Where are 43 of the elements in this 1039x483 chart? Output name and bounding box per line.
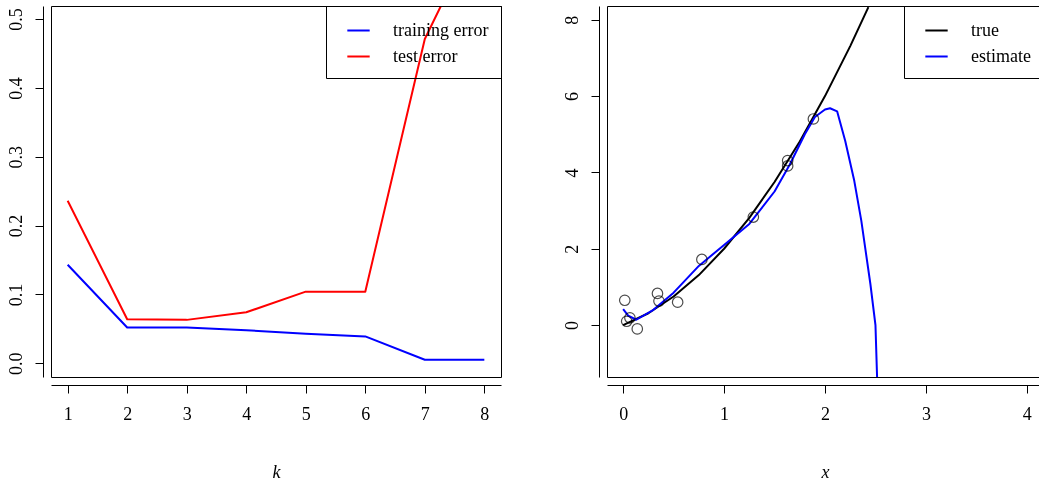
x-tick-label: 1: [63, 403, 73, 424]
point: [631, 323, 644, 335]
y-tick-label: 0: [561, 321, 582, 331]
x-tick-label: 6: [361, 403, 371, 424]
point: [747, 211, 760, 223]
y-tick-label: 0.0: [5, 352, 26, 375]
legend-label: true: [971, 19, 999, 40]
y-tick-label: 6: [561, 92, 582, 102]
y-tick-label: 0.5: [5, 8, 26, 31]
x-tick-label: 3: [921, 403, 931, 424]
point: [781, 154, 794, 167]
point: [696, 253, 708, 266]
point: [620, 315, 633, 328]
x-tick-label: 3: [182, 403, 192, 424]
legend-label: test error: [393, 45, 458, 66]
point: [807, 113, 820, 125]
point: [671, 296, 684, 309]
point: [651, 287, 664, 300]
y-tick-label: 0.4: [5, 77, 26, 100]
x-tick-label: 8: [480, 403, 490, 424]
point: [653, 295, 665, 307]
y-tick-label: 0.2: [5, 214, 26, 238]
x-tick-label: 0: [619, 403, 629, 424]
line-series: [66, 263, 486, 361]
y-tick-label: 4: [561, 168, 582, 178]
point: [618, 294, 631, 307]
x-tick-label: 4: [242, 403, 252, 424]
x-tick-label: 2: [123, 403, 133, 424]
x-tick-label: 1: [720, 403, 730, 424]
y-tick-label: 0.1: [5, 283, 26, 307]
y-tick-label: 2: [561, 244, 582, 254]
y-tick-label: 8: [561, 15, 582, 25]
x-tick-label: 4: [1022, 403, 1032, 424]
legend-label: estimate: [971, 45, 1031, 66]
line-series: [622, 107, 879, 377]
point: [781, 160, 794, 172]
point: [624, 312, 636, 324]
x-axis-title: k: [272, 461, 282, 482]
y-tick-label: 0.3: [5, 145, 26, 169]
x-axis-title: x: [820, 461, 830, 482]
x-tick-label: 2: [821, 403, 830, 424]
x-tick-label: 7: [420, 403, 430, 424]
x-tick-label: 5: [301, 403, 311, 424]
